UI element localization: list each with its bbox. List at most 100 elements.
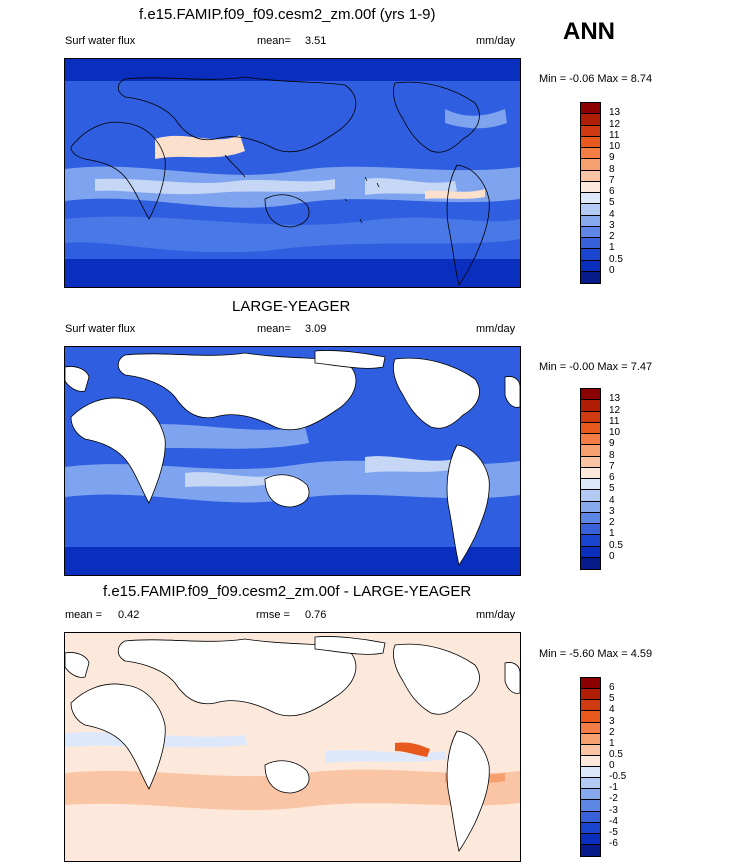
colorbar-tick-label: 8 <box>609 449 615 461</box>
colorbar-swatch <box>581 249 600 261</box>
colorbar-tick-label: 8 <box>609 163 615 175</box>
colorbar-tick-label: 5 <box>609 197 615 209</box>
colorbar-swatch <box>581 689 600 701</box>
colorbar-swatch <box>581 193 600 205</box>
colorbar-tick-label: 6 <box>609 186 615 197</box>
colorbar-swatch <box>581 833 600 845</box>
colorbar-swatch <box>581 811 600 823</box>
colorbar-tick-label: 0.5 <box>609 748 623 760</box>
colorbar-swatch <box>581 148 600 160</box>
colorbar-swatch <box>581 260 600 272</box>
panel1-variable: Surf water flux <box>65 35 136 47</box>
colorbar-tick-label: -2 <box>609 793 618 805</box>
colorbar-swatch <box>581 125 600 137</box>
colorbar-swatch <box>581 789 600 801</box>
colorbar-tick-label: 11 <box>609 129 620 141</box>
panel1-minmax: Min = -0.06 Max = 8.74 <box>539 73 653 85</box>
panel1-mean-label: mean= <box>257 35 291 47</box>
colorbar-tick-label: 0 <box>609 760 615 771</box>
colorbar-tick-label: 4 <box>609 208 615 220</box>
colorbar-swatch <box>581 422 600 434</box>
colorbar-swatch <box>581 711 600 723</box>
colorbar-swatch <box>581 755 600 767</box>
colorbar-swatch <box>581 546 600 558</box>
colorbar-tick-label: 2 <box>609 726 615 738</box>
panel3-title: f.e15.FAMIP.f09_f09.cesm2_zm.00f - LARGE… <box>103 583 472 600</box>
colorbar-swatch <box>581 181 600 193</box>
colorbar-tick-label: -4 <box>609 815 618 827</box>
colorbar-tick-label: 2 <box>609 231 615 242</box>
colorbar-tick-label: 3 <box>609 715 615 727</box>
colorbar-tick-label: -1 <box>609 782 618 794</box>
colorbar-swatch <box>581 271 600 283</box>
panel1-map <box>64 58 521 288</box>
panel2-colorbar <box>580 388 601 570</box>
colorbar-swatch <box>581 767 600 779</box>
panel1-units: mm/day <box>476 35 516 47</box>
colorbar-tick-label: 13 <box>609 393 621 405</box>
panel3-minmax: Min = -5.60 Max = 4.59 <box>539 648 653 660</box>
colorbar-tick-label: 11 <box>609 415 620 427</box>
colorbar-tick-label: 9 <box>609 152 615 164</box>
panel2-mean-label: mean= <box>257 323 291 335</box>
colorbar-tick-label: 10 <box>609 427 621 438</box>
colorbar-swatch <box>581 479 600 491</box>
colorbar-swatch <box>581 103 600 115</box>
colorbar-tick-label: 4 <box>609 494 615 506</box>
colorbar-swatch <box>581 238 600 250</box>
colorbar-swatch <box>581 512 600 524</box>
colorbar-tick-label: 1 <box>609 737 615 749</box>
colorbar-swatch <box>581 733 600 745</box>
colorbar-swatch <box>581 411 600 423</box>
colorbar-swatch <box>581 170 600 182</box>
colorbar-swatch <box>581 844 600 856</box>
colorbar-swatch <box>581 778 600 790</box>
colorbar-tick-label: -6 <box>609 837 618 849</box>
colorbar-tick-label: 6 <box>609 682 615 694</box>
colorbar-tick-label: 3 <box>609 505 615 517</box>
panel2-map <box>64 346 521 576</box>
panel2-title: LARGE-YEAGER <box>232 298 351 315</box>
colorbar-swatch <box>581 744 600 756</box>
panel3-rmse-label: rmse = <box>256 609 290 621</box>
panel2-minmax: Min = -0.00 Max = 7.47 <box>539 361 653 373</box>
colorbar-swatch <box>581 389 600 401</box>
panel1-mean-value: 3.51 <box>305 35 327 47</box>
colorbar-swatch <box>581 215 600 227</box>
colorbar-tick-label: 5 <box>609 483 615 495</box>
panel1-title: f.e15.FAMIP.f09_f09.cesm2_zm.00f (yrs 1-… <box>139 6 436 23</box>
colorbar-tick-label: 7 <box>609 174 615 186</box>
panel2-units: mm/day <box>476 323 516 335</box>
colorbar-tick-label: 0.5 <box>609 253 623 265</box>
colorbar-tick-label: 3 <box>609 219 615 231</box>
colorbar-swatch <box>581 822 600 834</box>
colorbar-tick-label: -0.5 <box>609 771 627 783</box>
panel3-units: mm/day <box>476 609 516 621</box>
colorbar-tick-label: -5 <box>609 826 618 838</box>
colorbar-tick-label: 7 <box>609 460 615 472</box>
colorbar-tick-label: 9 <box>609 438 615 450</box>
colorbar-tick-label: 1 <box>609 242 615 254</box>
panel3-mean-label: mean = <box>65 609 102 621</box>
colorbar-swatch <box>581 434 600 446</box>
colorbar-tick-label: 12 <box>609 404 621 416</box>
colorbar-swatch <box>581 700 600 712</box>
colorbar-swatch <box>581 501 600 513</box>
colorbar-swatch <box>581 159 600 171</box>
panel3-colorbar <box>580 677 601 857</box>
colorbar-tick-label: 1 <box>609 528 615 540</box>
colorbar-tick-label: 13 <box>609 107 621 119</box>
colorbar-swatch <box>581 800 600 812</box>
panel3-rmse-value: 0.76 <box>305 609 327 621</box>
colorbar-swatch <box>581 114 600 126</box>
panel2-variable: Surf water flux <box>65 323 136 335</box>
colorbar-swatch <box>581 678 600 690</box>
colorbar-tick-label: 6 <box>609 472 615 483</box>
colorbar-swatch <box>581 456 600 468</box>
colorbar-tick-label: -3 <box>609 804 618 816</box>
colorbar-tick-label: 5 <box>609 693 615 705</box>
colorbar-tick-label: 0.5 <box>609 539 623 551</box>
season-label: ANN <box>563 18 615 45</box>
colorbar-swatch <box>581 467 600 479</box>
colorbar-tick-label: 10 <box>609 141 621 152</box>
